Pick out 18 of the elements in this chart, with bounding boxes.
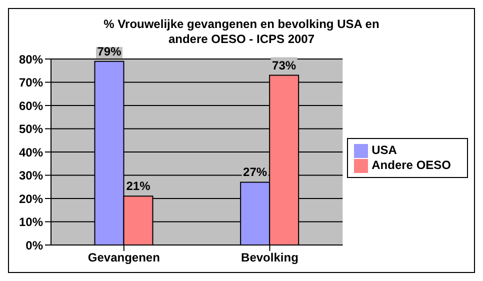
y-tick-label: 50% bbox=[18, 122, 44, 136]
y-tick-label: 0% bbox=[26, 238, 44, 252]
data-label: 21% bbox=[126, 179, 151, 194]
x-tick-label: Gevangenen bbox=[88, 250, 160, 265]
legend-label: Andere OESO bbox=[372, 158, 451, 172]
y-tick-label: 40% bbox=[18, 145, 44, 160]
data-label: 27% bbox=[243, 165, 268, 180]
y-tick-label: 30% bbox=[18, 168, 44, 183]
x-tick-label: Bevolking bbox=[241, 250, 298, 265]
legend-label: USA bbox=[372, 143, 397, 158]
y-tick-label: 20% bbox=[18, 192, 44, 206]
y-tick-label: 70% bbox=[18, 76, 44, 90]
y-tick-label: 60% bbox=[18, 98, 44, 113]
chart-title: % Vrouwelijke gevangenen en bevolking USA en andere OESO - ICPS 2007 bbox=[104, 17, 380, 46]
data-label: 79% bbox=[97, 44, 122, 58]
data-label: 73% bbox=[272, 58, 296, 72]
y-tick-label: 80% bbox=[18, 52, 44, 66]
y-tick-label: 10% bbox=[18, 215, 44, 230]
